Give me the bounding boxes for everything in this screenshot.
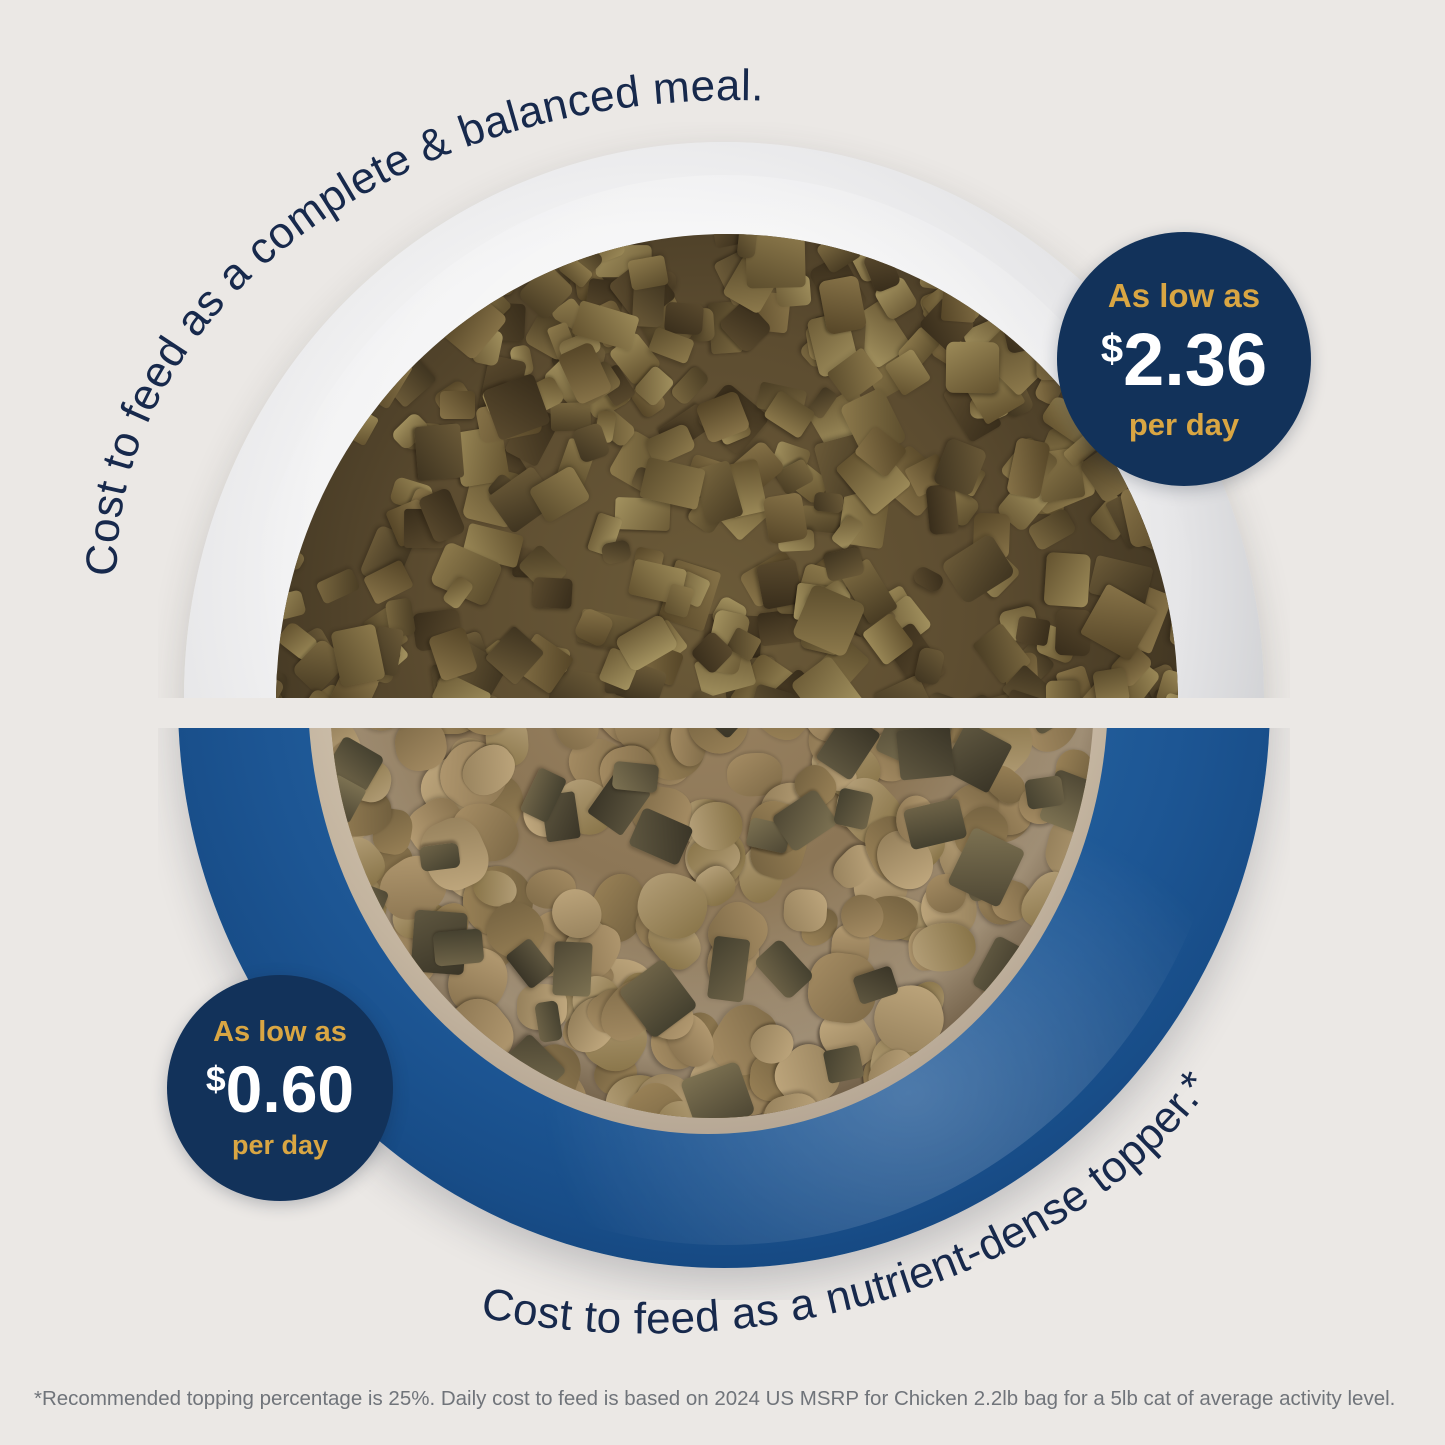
badge-kicker: As low as: [1107, 276, 1261, 314]
badge-period: per day: [1128, 406, 1240, 442]
badge-price: $2.36: [1100, 317, 1268, 401]
badge-price: $0.60: [206, 1056, 354, 1122]
badge-currency-symbol: $: [1100, 326, 1124, 371]
badge-amount: 0.60: [225, 1051, 355, 1126]
price-badge-complete-meal: As low as $2.36 per day: [1057, 232, 1311, 486]
badge-currency-symbol: $: [205, 1058, 226, 1099]
badge-kicker: As low as: [213, 1015, 347, 1048]
price-badge-topper: As low as $0.60 per day: [167, 975, 393, 1201]
badge-period: per day: [231, 1129, 329, 1160]
footnote-disclaimer: *Recommended topping percentage is 25%. …: [34, 1387, 1396, 1410]
bottom-bowl-photo: [158, 728, 1290, 1300]
badge-amount: 2.36: [1123, 317, 1268, 401]
